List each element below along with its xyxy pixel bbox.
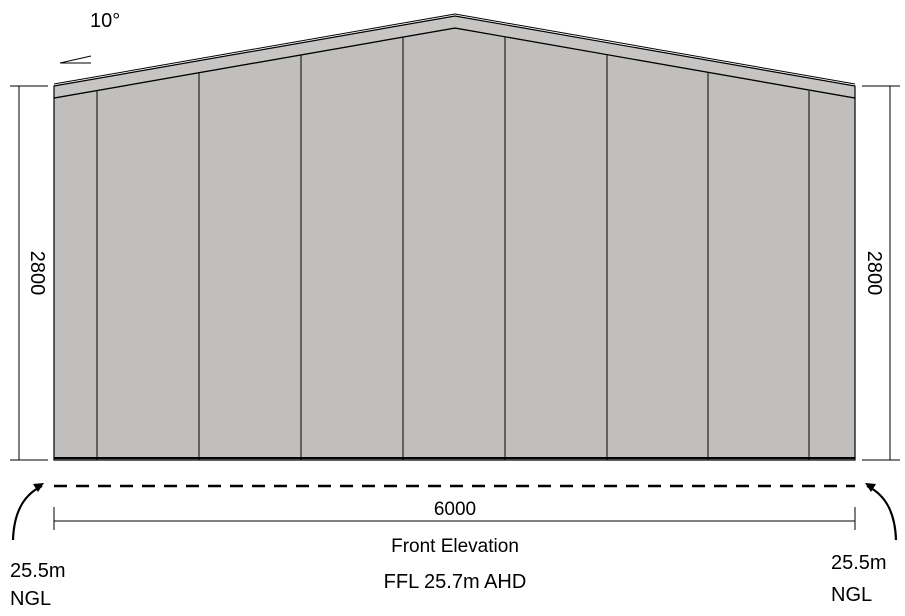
roof-pitch-label: 10° (90, 10, 120, 32)
height-label-right: 2800 (863, 251, 885, 296)
roof-fascia (53, 15, 856, 99)
roof-edge-left (53, 13, 456, 85)
width-label: 6000 (434, 499, 476, 520)
ngl-label-right: NGL (831, 584, 872, 606)
ngl-label-left: NGL (10, 588, 51, 610)
width-dimension: 6000 (53, 499, 856, 530)
height-dimension-right: 2800 (862, 85, 900, 461)
panel-joints (96, 37, 810, 460)
drawing-title: Front Elevation (391, 536, 519, 557)
wall-cladding (53, 27, 856, 461)
ngl-arrow-right-icon (865, 483, 898, 541)
roof-edge-right (454, 13, 856, 85)
ngl-arrow-left-icon (11, 483, 44, 541)
ffl-label: FFL 25.7m AHD (384, 571, 527, 593)
height-dimension-left: 2800 (10, 85, 48, 461)
ngl-level-left: 25.5m (10, 560, 66, 582)
height-label-left: 2800 (26, 251, 48, 296)
ngl-level-right: 25.5m (831, 552, 887, 574)
pitch-indicator-slope (59, 55, 92, 64)
